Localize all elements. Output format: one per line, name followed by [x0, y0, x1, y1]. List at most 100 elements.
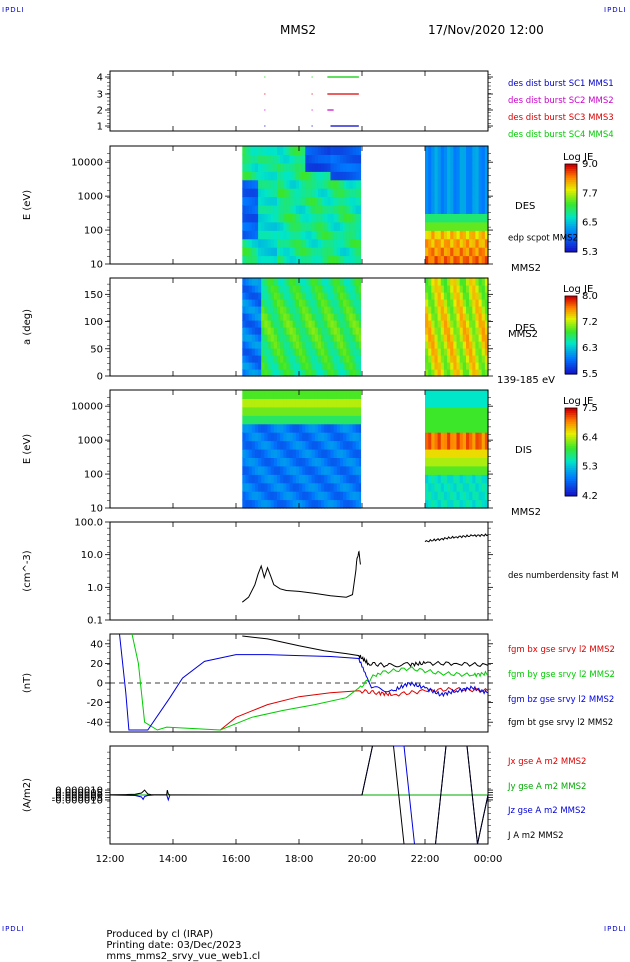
- des-energy-cell: [475, 255, 480, 265]
- des-pitch-cell: [327, 299, 332, 307]
- dis-energy-cell: [261, 491, 265, 501]
- des-pitch-cell: [324, 334, 328, 342]
- des-pitch-cell: [264, 313, 269, 321]
- des-pitch-cell: [478, 299, 483, 307]
- des-energy-cell: [258, 213, 262, 223]
- des-pitch-cell: [311, 299, 316, 307]
- des-pitch-cell: [484, 299, 489, 307]
- des-energy-cell: [248, 255, 253, 265]
- des-pitch-cell: [456, 369, 461, 377]
- des-energy-cell: [466, 196, 470, 206]
- magnetic-field-series-1: [131, 633, 489, 731]
- des-pitch-cell: [289, 327, 294, 335]
- des-pitch-ytick-label: 150: [84, 290, 103, 301]
- des-pitch-cell: [443, 313, 448, 321]
- des-energy-cell: [462, 196, 467, 206]
- des-pitch-cell: [333, 327, 338, 335]
- dis-energy-cell: [292, 449, 297, 458]
- des-energy-cell: [261, 179, 265, 189]
- des-pitch-cell: [251, 292, 256, 300]
- des-energy-cell: [277, 171, 281, 181]
- dis-energy-cell: [321, 465, 325, 475]
- des-pitch-cell: [245, 327, 250, 335]
- des-pitch-cell: [283, 341, 288, 349]
- des-pitch-cell: [355, 278, 360, 286]
- des-energy-cell: [440, 154, 445, 164]
- des-energy-cell: [302, 230, 306, 240]
- des-energy-cell: [440, 221, 445, 231]
- dis-energy-cell: [447, 465, 451, 475]
- des-pitch-cell: [466, 362, 470, 370]
- dis-energy-cell: [450, 398, 454, 408]
- des-pitch-cell: [346, 355, 351, 363]
- des-pitch-cell: [425, 341, 429, 349]
- dis-energy-cell: [437, 491, 442, 501]
- des-pitch-colorbar-cell: [565, 346, 577, 350]
- dis-energy-cell: [295, 457, 300, 467]
- des-pitch-cell: [321, 327, 325, 335]
- des-pitch-cell: [437, 313, 442, 321]
- des-pitch-cell: [308, 369, 313, 377]
- des-pitch-cell: [349, 341, 354, 349]
- dis-energy-cell: [311, 440, 316, 450]
- des-energy-cell: [295, 196, 300, 206]
- des-energy-cell: [295, 154, 300, 164]
- des-pitch-cell: [251, 285, 256, 293]
- des-pitch-cell: [431, 278, 436, 286]
- des-energy-cell: [251, 205, 256, 214]
- dis-energy-cell: [277, 440, 281, 450]
- dis-energy-cell: [472, 398, 477, 408]
- des-energy-cell: [453, 221, 458, 231]
- des-energy-cell: [330, 247, 335, 257]
- des-pitch-cell: [336, 362, 341, 370]
- des-energy-cell: [295, 230, 300, 240]
- dis-energy-cell: [280, 482, 284, 492]
- des-pitch-cell: [277, 355, 281, 363]
- dis-energy-cell: [475, 482, 480, 492]
- des-energy-cell: [261, 238, 265, 248]
- des-pitch-cell: [242, 306, 247, 314]
- dis-energy-cell: [261, 499, 265, 509]
- des-energy-cell: [469, 213, 473, 223]
- des-energy-cell: [305, 255, 310, 265]
- des-pitch-cell: [484, 355, 489, 363]
- dis-energy-cell: [251, 499, 256, 509]
- dis-energy-cell: [459, 398, 464, 408]
- des-energy-cell: [437, 205, 442, 214]
- des-pitch-cell: [302, 348, 306, 356]
- des-energy-cell: [311, 154, 316, 164]
- des-energy-cell: [447, 171, 451, 181]
- des-pitch-cell: [472, 334, 477, 342]
- dis-energy-cell: [327, 415, 332, 425]
- des-pitch-cell: [305, 299, 310, 307]
- des-energy-cell: [267, 205, 272, 214]
- des-pitch-colorbar-cell: [565, 331, 577, 334]
- des-energy-colorbar-tick: 6.5: [582, 218, 598, 229]
- dis-energy-cell: [321, 457, 325, 467]
- des-pitch-cell: [469, 348, 473, 356]
- dis-energy-colorbar-tick: 6.4: [582, 432, 598, 443]
- dis-energy-cell: [431, 491, 436, 501]
- dis-energy-cell: [264, 482, 269, 492]
- des-energy-cell: [481, 238, 486, 248]
- dis-energy-cell: [450, 499, 454, 509]
- dis-energy-cell: [450, 482, 454, 492]
- dis-energy-cell: [302, 390, 306, 399]
- dis-energy-cell: [264, 474, 269, 484]
- des-energy-cell: [295, 238, 300, 248]
- dis-energy-cell: [308, 390, 313, 399]
- des-energy-cell: [267, 188, 272, 198]
- des-energy-cell: [443, 213, 448, 223]
- dis-energy-cell: [443, 398, 448, 408]
- dis-energy-cell: [475, 499, 480, 509]
- dis-energy-cell: [352, 457, 357, 467]
- des-energy-cell: [302, 179, 306, 189]
- des-pitch-cell: [242, 348, 247, 356]
- burst-dot: [311, 109, 313, 111]
- des-energy-cell: [242, 188, 247, 198]
- dis-energy-cell: [311, 432, 316, 442]
- des-pitch-cell: [434, 278, 439, 286]
- dis-energy-cell: [459, 474, 464, 484]
- dis-energy-cell: [355, 499, 360, 509]
- dis-energy-cell: [475, 390, 480, 399]
